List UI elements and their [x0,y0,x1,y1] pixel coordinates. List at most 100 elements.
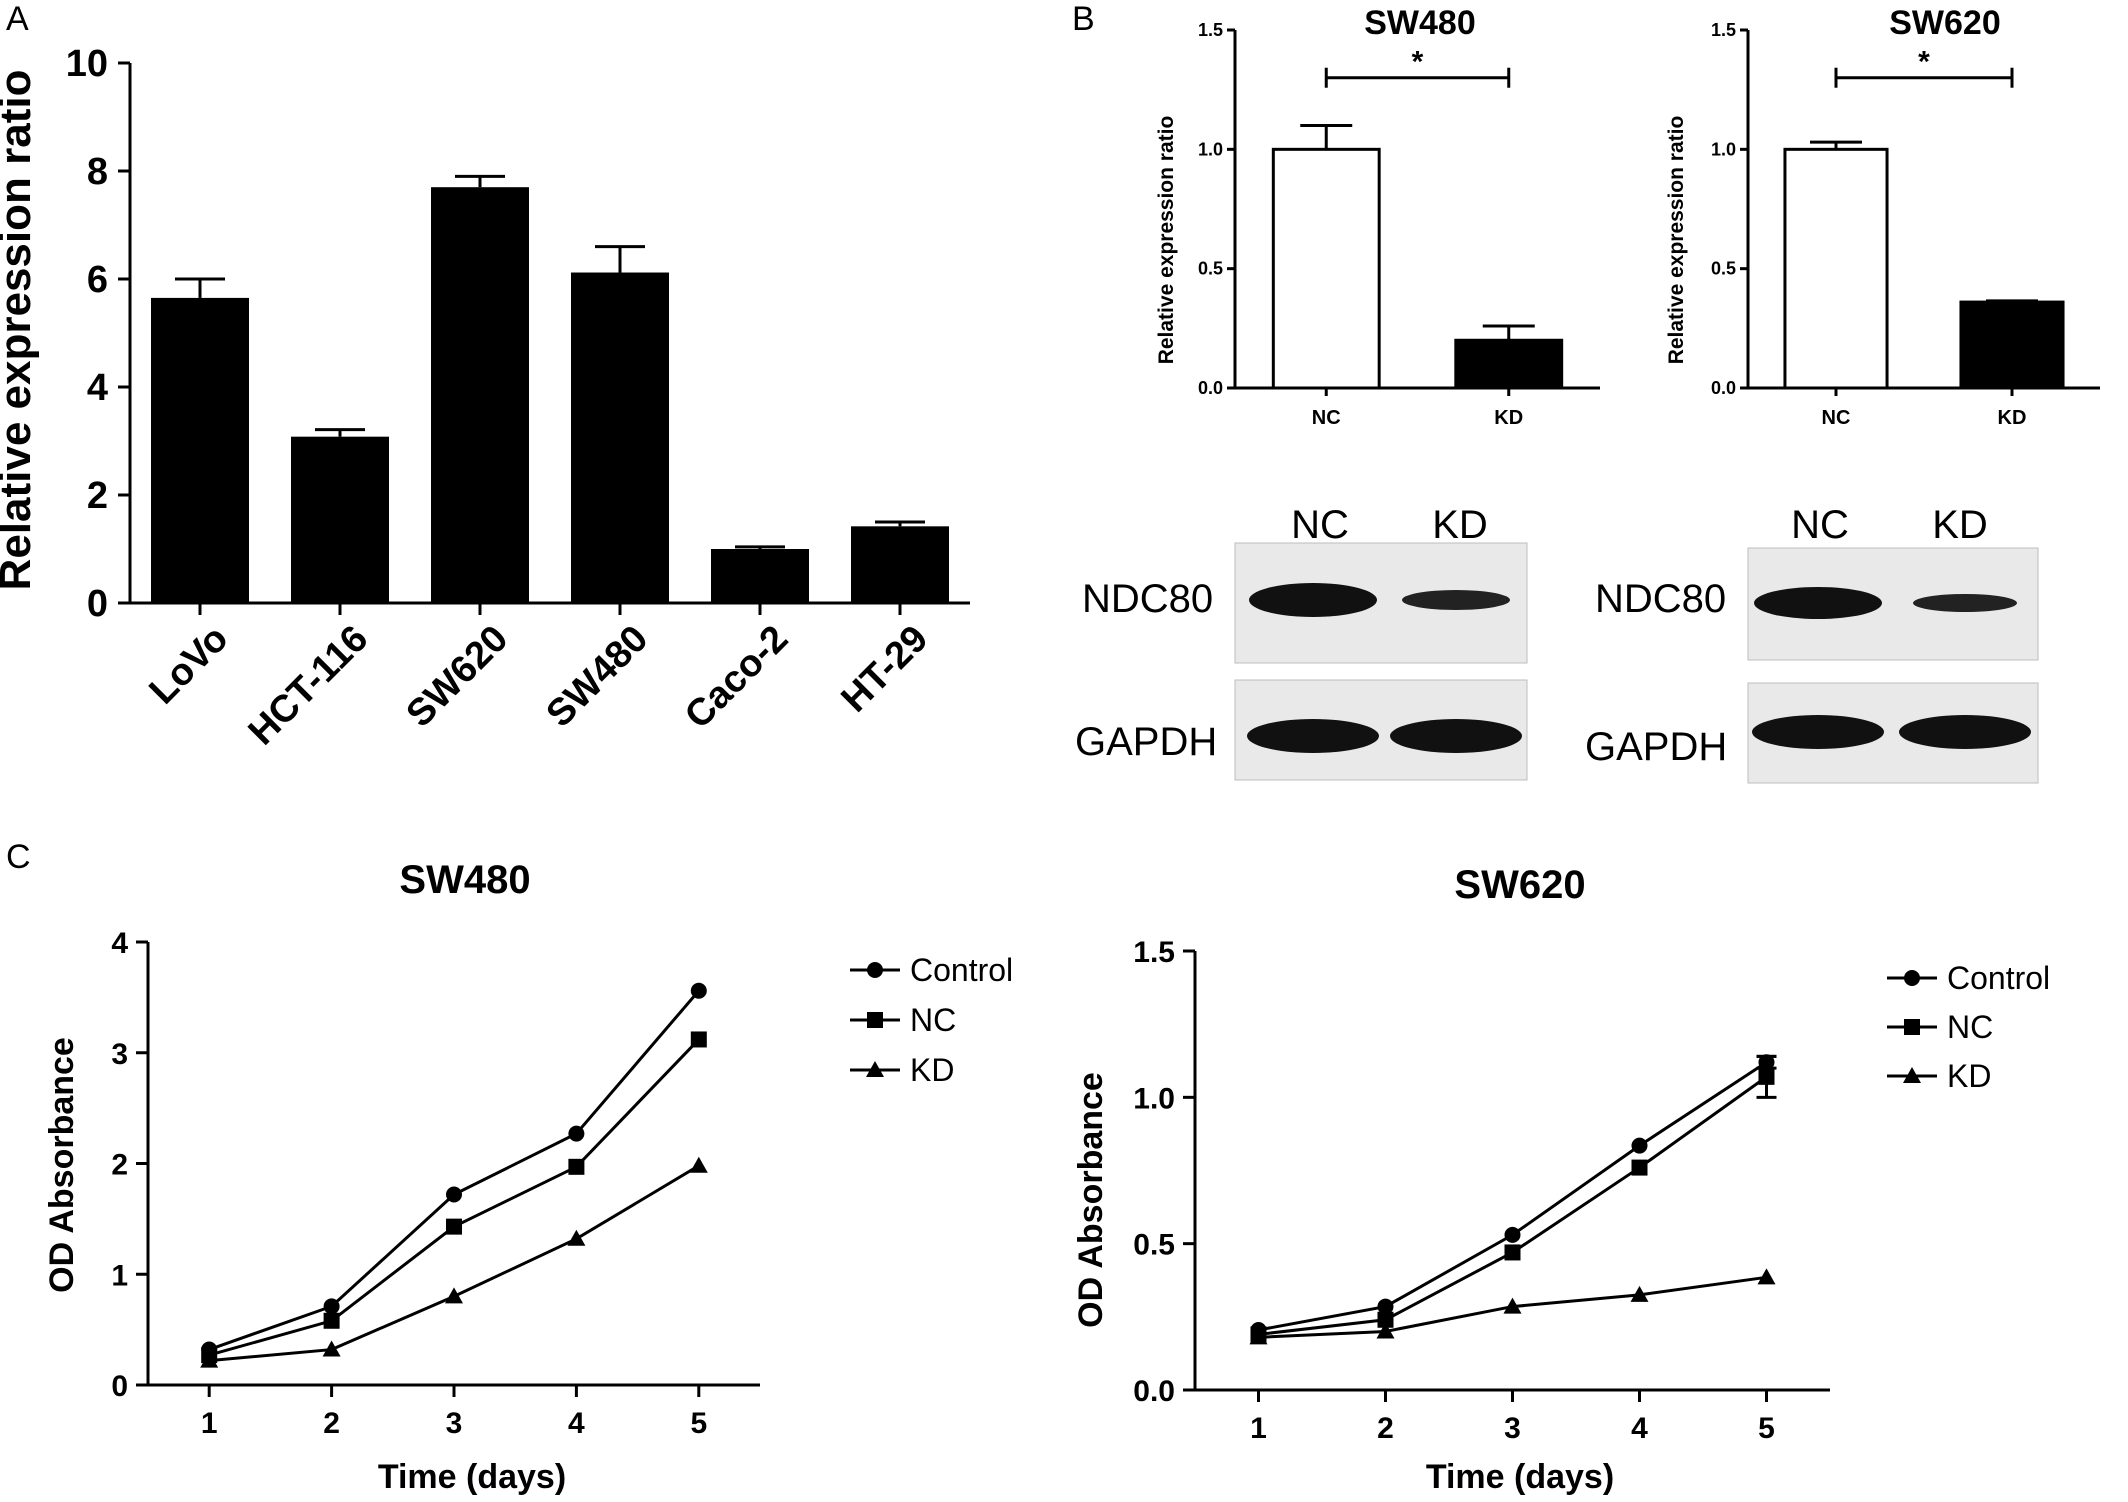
chart-a-bar [291,436,389,603]
chart-c2-legend-label: Control [1947,960,2050,996]
chart-a-expression: Relative expression ratio 0 2 4 6 8 10 LoVo HCT… [0,43,970,753]
chart-c1-y-tick-label: 4 [111,927,128,960]
chart-c2-legend-label: NC [1947,1009,1993,1045]
blot2-lane-nc: NC [1791,503,1849,547]
chart-b1-title: SW480 [1364,4,1476,42]
chart-b-sw480: SW480 Relative expression ratio 0.0 0.5 1.… [1155,4,1600,429]
chart-a-bar [571,272,669,603]
panel-letter-c: C [6,838,31,876]
chart-b1-bar [1454,338,1564,390]
chart-b2-y-tick-label: 0.0 [1711,378,1736,398]
chart-a-y-tick-label: 0 [87,583,108,625]
chart-c-sw620-growth: SW620 OD Absorbance Time (days) 0.0 0.5 1.… [1072,863,2050,1496]
blot2-gapdh-band-nc [1752,715,1884,749]
chart-c1-point-control [690,982,707,999]
chart-c2-series-line-nc [1258,1075,1768,1336]
chart-a-bar [151,297,249,603]
blot2-lane-kd: KD [1932,503,1988,547]
chart-c2-point-nc [1377,1311,1394,1328]
chart-b1-x-tick-label: KD [1494,407,1523,429]
chart-c1-legend-marker [867,962,883,978]
chart-c1-legend-marker [867,1012,883,1028]
chart-c2-point-nc [1504,1244,1521,1261]
chart-c2-point-control [1631,1137,1648,1154]
blot2-row-ndc80: NDC80 [1595,577,1726,621]
chart-a-y-tick-label: 2 [87,475,108,517]
chart-c2-point-nc [1758,1068,1775,1085]
chart-b-sw620: SW620 Relative expression ratio 0.0 0.5 1.… [1665,4,2100,429]
chart-c2-point-kd [1376,1322,1395,1339]
chart-b2-y-tick-label: 0.5 [1711,259,1736,279]
blot2-row-gapdh: GAPDH [1585,725,1727,769]
chart-c2-legend-marker [1904,1019,1920,1035]
chart-c2-y-tick-label: 1.0 [1133,1082,1175,1115]
blot1-row-ndc80: NDC80 [1082,577,1213,621]
chart-c2-point-nc [1631,1159,1648,1176]
chart-b2-y-tick-label: 1.5 [1711,20,1736,40]
chart-a-y-tick-label: 6 [87,259,108,301]
chart-c2-y-tick-label: 1.5 [1133,936,1175,969]
blot1-gapdh-band-nc [1247,719,1379,753]
blot1-ndc80-band-nc [1249,583,1377,617]
chart-c2-title: SW620 [1454,863,1585,907]
chart-a-x-tick-label: SW620 [399,618,517,736]
chart-a-y-tick-label: 10 [66,43,108,85]
chart-b2-bar [1783,147,1889,390]
chart-b2-significance-marker: * [1918,46,1930,79]
blot1-lane-kd: KD [1432,503,1488,547]
chart-a-x-tick-label: HT-29 [833,618,936,721]
chart-c1-legend-label: Control [910,952,1013,988]
chart-b2-bar [1959,300,2065,390]
chart-c2-point-control [1377,1298,1394,1315]
blot2-gapdh-band-kd [1899,715,2031,749]
chart-c1-legend-marker [866,1061,884,1077]
chart-c1-x-tick-label: 4 [568,1407,585,1440]
chart-c2-x-tick-label: 1 [1250,1412,1267,1445]
chart-c1-point-control [446,1186,462,1203]
chart-a-x-tick-label: Caco-2 [677,618,796,737]
chart-c2-y-tick-label: 0.0 [1133,1375,1175,1408]
chart-b1-significance-marker: * [1412,46,1424,79]
chart-c1-x-tick-label: 3 [446,1407,463,1440]
chart-c1-x-tick-label: 1 [201,1407,218,1440]
chart-c1-point-control [568,1125,585,1142]
chart-b2-y-tick-label: 1.0 [1711,139,1736,159]
chart-a-x-tick-label: LoVo [141,618,236,713]
chart-c2-y-axis-label: OD Absorbance [1072,1072,1110,1328]
chart-b1-y-tick-label: 0.0 [1198,378,1223,398]
chart-c2-point-control [1504,1226,1521,1243]
chart-b1-x-tick-label: NC [1312,407,1341,429]
blot2-ndc80-band-kd [1913,594,2017,612]
chart-c2-point-kd [1503,1297,1522,1314]
chart-b2-x-tick-label: KD [1998,407,2027,429]
chart-c1-y-axis-label: OD Absorbance [43,1037,81,1293]
chart-c1-x-tick-label: 5 [690,1407,707,1440]
chart-c2-point-kd [1757,1268,1776,1285]
chart-c1-y-tick-label: 3 [111,1038,128,1071]
chart-c2-point-kd [1630,1285,1649,1302]
chart-c1-x-axis-label: Time (days) [378,1458,566,1496]
panel-letter-b: B [1072,0,1095,38]
chart-c1-legend-label: KD [910,1052,954,1088]
chart-b1-y-tick-label: 1.5 [1198,20,1223,40]
chart-a-bar [851,526,949,603]
chart-c1-x-tick-label: 2 [323,1407,340,1440]
chart-b2-y-axis-label: Relative expression ratio [1665,116,1688,365]
chart-c2-point-kd [1249,1328,1268,1345]
chart-c2-series-line-control [1258,1060,1768,1332]
blot1-gapdh-band-kd [1390,719,1522,753]
chart-a-y-tick-label: 8 [87,151,108,193]
chart-c1-point-nc [446,1218,462,1235]
chart-c2-x-tick-label: 4 [1631,1412,1648,1445]
chart-a-bar [711,549,809,603]
chart-c-sw480-growth: SW480 OD Absorbance Time (days) 0 1 2 3 4 1 2 3… [43,858,1013,1496]
western-blot-sw620: NC KD NDC80 GAPDH [1585,503,2039,784]
chart-a-y-tick-label: 4 [87,367,108,409]
chart-c1-point-nc [568,1158,585,1175]
blot1-lane-nc: NC [1291,503,1349,547]
blot1-row-gapdh: GAPDH [1075,720,1217,764]
chart-a-y-axis-label: Relative expression ratio [0,70,40,591]
chart-c1-point-kd [689,1156,708,1173]
chart-a-bar [431,187,529,603]
